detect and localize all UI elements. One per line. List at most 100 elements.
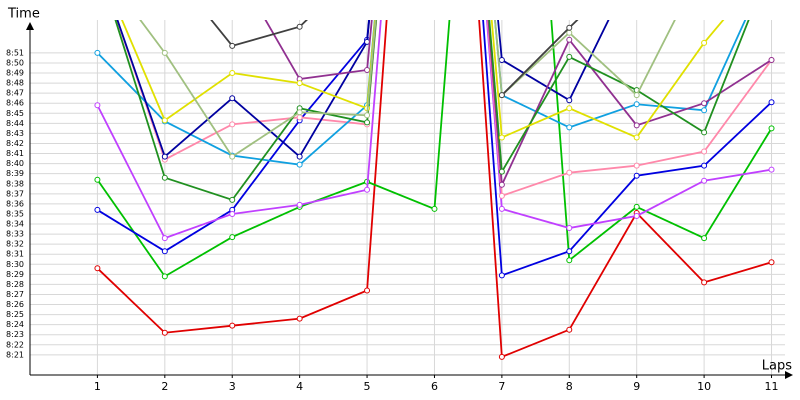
data-point — [364, 112, 371, 119]
data-point — [296, 161, 303, 168]
y-axis-arrow — [26, 22, 34, 30]
data-point — [701, 177, 708, 184]
data-point — [633, 134, 640, 141]
series-line — [96, 20, 772, 359]
data-point — [633, 122, 640, 129]
data-point — [768, 166, 775, 173]
y-tick-label: 8:47 — [6, 89, 24, 98]
data-point — [94, 49, 101, 56]
y-tick-label: 8:30 — [6, 260, 24, 269]
y-tick-label: 8:37 — [6, 189, 24, 198]
data-point — [364, 287, 371, 294]
data-point — [768, 125, 775, 132]
y-tick-label: 8:34 — [6, 220, 24, 229]
data-point — [633, 203, 640, 210]
series-line — [96, 20, 773, 277]
data-point — [566, 169, 573, 176]
data-point — [498, 56, 505, 63]
data-point — [229, 196, 236, 203]
y-axis-label: Time — [7, 7, 40, 22]
data-point — [498, 205, 505, 212]
y-tick-label: 8:28 — [6, 280, 24, 289]
data-point — [633, 172, 640, 179]
data-point — [768, 99, 775, 106]
y-tick-label: 8:48 — [6, 79, 24, 88]
y-tick-label: 8:33 — [6, 230, 24, 239]
data-point — [498, 92, 505, 99]
data-point — [701, 148, 708, 155]
x-tick-label: 1 — [94, 380, 101, 393]
data-point — [701, 279, 708, 286]
x-axis-label: Laps — [762, 359, 792, 374]
y-tick-label: 8:44 — [6, 119, 24, 128]
y-tick-label: 8:23 — [6, 330, 24, 339]
y-tick-label: 8:50 — [6, 58, 24, 67]
y-tick-label: 8:27 — [6, 290, 24, 299]
data-point — [701, 162, 708, 169]
x-tick-label: 4 — [296, 380, 303, 393]
y-tick-label: 8:25 — [6, 310, 24, 319]
series-line — [139, 20, 676, 158]
data-point — [161, 153, 168, 160]
data-point — [431, 205, 438, 212]
data-point — [229, 121, 236, 128]
series-line — [96, 20, 772, 240]
data-point — [94, 176, 101, 183]
data-point — [94, 206, 101, 213]
y-tick-label: 8:49 — [6, 69, 24, 78]
data-point — [296, 201, 303, 208]
y-tick-label: 8:43 — [6, 129, 24, 138]
data-point — [633, 162, 640, 169]
data-point — [161, 235, 168, 242]
data-point — [296, 80, 303, 87]
x-tick-label: 2 — [161, 380, 168, 393]
data-point — [364, 186, 371, 193]
data-point — [566, 29, 573, 36]
x-tick-label: 6 — [431, 380, 438, 393]
data-point — [768, 56, 775, 63]
data-point — [364, 67, 371, 74]
data-point — [296, 114, 303, 121]
data-point — [566, 105, 573, 112]
series-line — [114, 20, 750, 201]
data-point — [296, 153, 303, 160]
data-point — [296, 315, 303, 322]
y-tick-label: 8:36 — [6, 199, 24, 208]
data-point — [498, 192, 505, 199]
y-tick-label: 8:32 — [6, 240, 24, 249]
x-tick-label: 3 — [229, 380, 236, 393]
data-point — [229, 153, 236, 160]
data-point — [566, 97, 573, 104]
data-point — [498, 134, 505, 141]
data-point — [161, 49, 168, 56]
data-point — [229, 70, 236, 77]
data-point — [229, 322, 236, 329]
data-point — [296, 23, 303, 30]
x-tick-label: 9 — [633, 380, 640, 393]
data-point — [566, 53, 573, 60]
data-point — [566, 124, 573, 131]
data-point — [161, 273, 168, 280]
data-point — [566, 257, 573, 264]
y-tick-label: 8:41 — [6, 149, 24, 158]
series-line — [121, 20, 725, 139]
data-point — [296, 109, 303, 116]
data-point — [94, 265, 101, 272]
x-tick-label: 8 — [566, 380, 573, 393]
data-point — [498, 353, 505, 360]
data-point — [566, 24, 573, 31]
data-point — [633, 92, 640, 99]
y-tick-label: 8:29 — [6, 270, 24, 279]
y-tick-label: 8:35 — [6, 209, 24, 218]
y-tick-label: 8:39 — [6, 169, 24, 178]
data-point — [701, 100, 708, 107]
data-point — [633, 212, 640, 219]
y-tick-label: 8:46 — [6, 99, 24, 108]
data-point — [566, 248, 573, 255]
y-tick-label: 8:51 — [6, 48, 24, 57]
data-point — [768, 259, 775, 266]
y-tick-label: 8:22 — [6, 340, 24, 349]
x-axis-arrow — [785, 371, 793, 379]
data-point — [498, 181, 505, 188]
y-tick-label: 8:21 — [6, 350, 24, 359]
